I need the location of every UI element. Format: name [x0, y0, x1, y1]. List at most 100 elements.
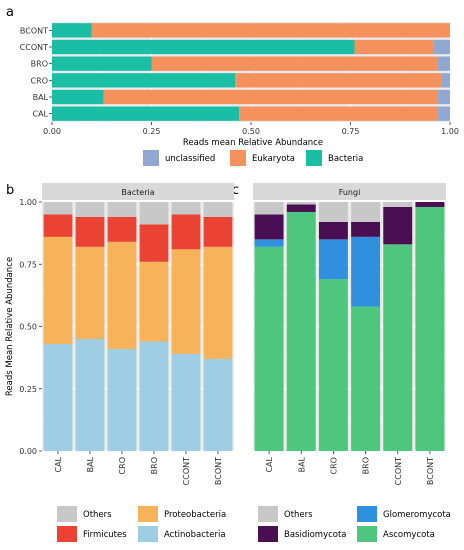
bar-c-cal-basidiomycota [254, 214, 284, 240]
panel-a-chart: BCONT CCONT BRO CRO BAL CAL 0.00 0.25 0.50 0.75 1.… [20, 22, 459, 166]
x-tick-label-c: CAL [265, 456, 274, 472]
bar-a-cro-unclassified [442, 73, 450, 88]
y-tick-label-b: 1.00 [19, 198, 37, 207]
x-tick-label-c: BAL [297, 456, 306, 472]
legend-key-b-others [57, 506, 77, 522]
bar-a-ccont-bacteria [52, 39, 355, 55]
bar-c-ccont-basidiomycota [383, 206, 413, 245]
bar-b-cal-firmicutes [43, 214, 73, 237]
legend-key-a-eukaryota [230, 150, 246, 166]
bar-b-bal-others [75, 202, 105, 217]
bar-c-cro-ascomycota [318, 279, 348, 451]
bar-c-cal-others [254, 202, 284, 215]
legend-key-b-firmicutes [57, 526, 77, 542]
legend-key-a-unclassified [143, 150, 159, 166]
panel-c-letter: c [232, 183, 239, 198]
legend-label-c-ascomycota: Ascomycota [383, 530, 435, 540]
bar-a-cal-unclassified [438, 106, 450, 121]
bar-b-bal-firmicutes [75, 216, 105, 247]
bar-a-bal-bacteria [52, 89, 104, 105]
bar-c-bal-ascomycota [286, 211, 316, 451]
x-tick-label-c: CRO [329, 457, 338, 474]
x-tick-label-c: CCONT [394, 457, 403, 485]
bar-c-ccont-ascomycota [383, 244, 413, 451]
bar-b-cro-firmicutes [107, 216, 137, 242]
strip-b [42, 183, 234, 200]
bar-a-cro-eukaryota [235, 73, 443, 88]
bar-a-ccont-eukaryota [354, 39, 435, 55]
chart-title-b: Bacteria [121, 188, 154, 197]
legend-label-a-bacteria: Bacteria [328, 154, 363, 164]
bar-c-bcont-ascomycota [415, 206, 445, 451]
y-tick-label-a: BRO [31, 60, 48, 69]
bar-c-bro-others [351, 202, 381, 222]
legend-key-c-ascomycota [357, 526, 377, 542]
legend-key-b-proteobacteria [138, 506, 158, 522]
y-tick-label-a: CCONT [20, 43, 48, 52]
legend-key-c-basidiomycota [258, 526, 278, 542]
x-tick-label-b: BRO [150, 457, 159, 474]
bar-b-cro-proteobacteria [107, 241, 137, 349]
y-tick-label-b: 0.00 [19, 447, 37, 456]
y-tick-label-a: BAL [33, 93, 49, 102]
bar-a-bal-eukaryota [103, 89, 439, 105]
bar-c-ccont-others [383, 202, 413, 207]
x-tick-label-a: 1.00 [441, 127, 459, 136]
legend-label-c-basidiomycota: Basidiomycota [284, 530, 347, 540]
x-axis-title-a: Reads mean Relative Abundance [183, 138, 323, 148]
bar-a-bcont-bacteria [52, 23, 92, 38]
x-tick-label-a: 0.75 [342, 127, 360, 136]
bar-b-ccont-actinobacteria [171, 353, 201, 451]
bar-b-cal-proteobacteria [43, 236, 73, 344]
bar-c-cal-ascomycota [254, 246, 284, 451]
panel-a-letter: a [6, 5, 14, 20]
bar-a-cal-eukaryota [239, 106, 439, 121]
bar-b-bcont-proteobacteria [203, 246, 233, 359]
legend-label-c-others: Others [284, 510, 313, 520]
bar-c-bro-glomeromycota [351, 236, 381, 307]
bar-a-cro-bacteria [52, 73, 236, 88]
chart-title-c: Fungi [339, 188, 361, 197]
strip-c [253, 183, 446, 200]
legend-label-b-others: Others [83, 510, 112, 520]
bar-b-bcont-firmicutes [203, 216, 233, 247]
y-tick-label-a: CAL [32, 110, 48, 119]
bar-a-bal-unclassified [438, 89, 450, 105]
bar-b-cal-others [43, 202, 73, 215]
bar-c-bcont-basidiomycota [415, 202, 445, 207]
bar-c-cro-basidiomycota [318, 221, 348, 240]
x-tick-label-b: CCONT [182, 457, 191, 485]
bar-b-cro-actinobacteria [107, 348, 137, 451]
bar-c-bal-others [286, 202, 316, 205]
bar-b-bal-actinobacteria [75, 338, 105, 451]
bar-c-bro-basidiomycota [351, 221, 381, 237]
legend-label-b-actinobacteria: Actinobacteria [164, 530, 226, 540]
legend-label-a-unclassified: unclassified [165, 154, 215, 164]
panel-c-chart: Fungi CAL BAL CRO BRO CCONT BCONT Others Glomero… [253, 183, 451, 542]
bar-a-bro-eukaryota [151, 56, 439, 71]
bar-a-ccont-unclassified [434, 39, 450, 55]
bar-a-bcont-eukaryota [91, 23, 451, 38]
x-tick-label-a: 0.25 [143, 127, 161, 136]
y-tick-label-a: BCONT [20, 26, 48, 35]
bar-c-cal-glomeromycota [254, 239, 284, 247]
bar-b-ccont-others [171, 202, 201, 215]
bar-b-bcont-others [203, 202, 233, 217]
legend-key-c-others [258, 506, 278, 522]
legend-label-b-proteobacteria: Proteobacteria [164, 510, 226, 520]
legend-label-a-eukaryota: Eukaryota [252, 154, 295, 164]
y-axis-title-b: Reads Mean Relative Abundance [5, 257, 15, 396]
y-tick-label-b: 0.75 [19, 260, 37, 269]
y-tick-label-a: CRO [31, 76, 48, 85]
x-tick-label-b: CAL [54, 456, 63, 472]
y-tick-label-b: 0.25 [19, 385, 37, 394]
y-tick-label-b: 0.50 [19, 323, 37, 332]
legend-label-b-firmicutes: Firmicutes [83, 530, 127, 540]
panel-b-letter: b [6, 183, 14, 198]
bar-b-bro-actinobacteria [139, 341, 169, 451]
bar-b-cal-actinobacteria [43, 343, 73, 451]
legend-key-c-glomeromycota [357, 506, 377, 522]
bar-b-bro-firmicutes [139, 224, 169, 262]
legend-key-b-actinobacteria [138, 526, 158, 542]
